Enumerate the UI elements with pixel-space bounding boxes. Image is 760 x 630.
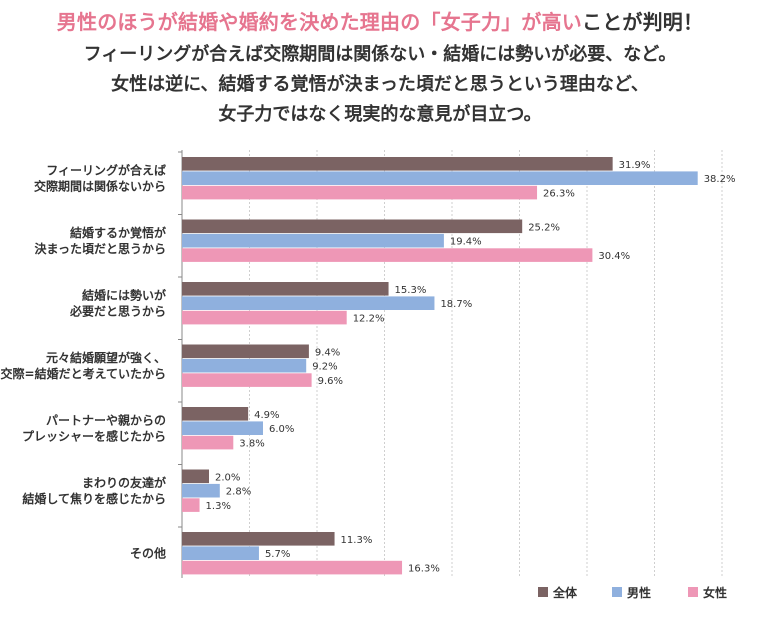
bar — [182, 344, 309, 359]
category-label-line: 決まった頃だと思うから — [34, 241, 166, 256]
legend-swatch — [612, 587, 622, 597]
category-label-line: 結婚には勢いが — [82, 288, 166, 303]
subtitle-line-3: 女子力ではなく現実的な意見が目立つ。 — [218, 104, 542, 125]
bar — [182, 358, 307, 373]
bar — [182, 296, 435, 310]
value-label: 38.2% — [704, 174, 736, 185]
bar — [182, 171, 698, 185]
category-label-line: まわりの友達が — [82, 475, 166, 490]
value-label: 3.8% — [239, 439, 264, 450]
bar — [182, 483, 220, 498]
value-label: 26.3% — [543, 189, 575, 200]
value-label: 9.2% — [312, 362, 337, 373]
value-label: 19.4% — [450, 237, 482, 248]
bar — [182, 560, 403, 575]
bar — [182, 421, 263, 435]
value-label: 11.3% — [341, 535, 373, 546]
title-accent-text: 男性のほうが結婚や婚約を決めた理由の「女子力」が高い — [56, 10, 582, 34]
bar — [182, 282, 389, 296]
value-label: 9.4% — [315, 347, 340, 358]
category-label: フィーリングが合えば交際期間は関係ないから — [34, 163, 166, 194]
value-label: 15.3% — [395, 285, 427, 296]
value-label: 6.0% — [269, 424, 294, 435]
value-label: 4.9% — [254, 410, 279, 421]
subtitle-line-1: フィーリングが合えば交際期間は関係ない・結婚には勢いが必要、など。 — [83, 44, 677, 65]
category-label: まわりの友達が結婚して焦りを感じたから — [22, 475, 166, 506]
bar — [182, 157, 613, 171]
category-label-line: その他 — [130, 546, 166, 561]
value-label: 25.2% — [528, 222, 560, 233]
value-label: 31.9% — [619, 160, 651, 171]
category-label: 結婚するか覚悟が決まった頃だと思うから — [34, 225, 166, 256]
category-label: 元々結婚願望が強く、交際=結婚だと考えていたから — [1, 350, 166, 381]
bar — [182, 248, 593, 262]
category-label-line: プレッシャーを感じたから — [22, 429, 166, 444]
bar — [182, 233, 444, 248]
category-label-line: 結婚して焦りを感じたから — [22, 491, 166, 506]
bar — [182, 373, 312, 387]
value-label: 9.6% — [318, 376, 343, 387]
value-label: 2.8% — [226, 487, 251, 498]
category-label: 結婚には勢いが必要だと思うから — [69, 288, 166, 319]
subtitle-line-2: 女性は逆に、結婚する覚悟が決まった頃だと思うという理由など、 — [111, 74, 649, 95]
category-label: その他 — [130, 546, 166, 561]
legend-label: 全体 — [552, 585, 578, 600]
bar — [182, 498, 200, 512]
title-tail-text: ことが判明！ — [582, 10, 704, 34]
legend-swatch — [688, 587, 698, 597]
bar — [182, 310, 347, 325]
category-label-line: 必要だと思うから — [69, 304, 166, 319]
value-label: 16.3% — [408, 564, 440, 575]
bar — [182, 407, 249, 421]
legend-swatch — [538, 587, 548, 597]
category-label-line: 交際=結婚だと考えていたから — [1, 366, 166, 381]
bar — [182, 546, 259, 560]
legend-label: 男性 — [627, 585, 651, 600]
bar — [182, 219, 523, 234]
value-label: 2.0% — [215, 472, 240, 483]
bar — [182, 185, 538, 200]
category-label-line: フィーリングが合えば — [46, 163, 166, 178]
bar — [182, 469, 209, 484]
category-label-line: 交際期間は関係ないから — [34, 179, 166, 194]
value-label: 1.3% — [206, 501, 231, 512]
value-label: 12.2% — [353, 314, 385, 325]
bar — [182, 532, 335, 546]
legend-label: 女性 — [703, 585, 727, 600]
value-label: 5.7% — [265, 549, 290, 560]
value-label: 18.7% — [440, 299, 472, 310]
value-label: 30.4% — [598, 251, 630, 262]
page-title: 男性のほうが結婚や婚約を決めた理由の「女子力」が高いことが判明！ — [0, 6, 760, 35]
category-label-line: 結婚するか覚悟が — [70, 225, 166, 240]
category-label: パートナーや親からのプレッシャーを感じたから — [22, 413, 166, 444]
bar — [182, 435, 234, 450]
category-label-line: パートナーや親からの — [46, 413, 166, 428]
category-label-line: 元々結婚願望が強く、 — [46, 350, 166, 365]
